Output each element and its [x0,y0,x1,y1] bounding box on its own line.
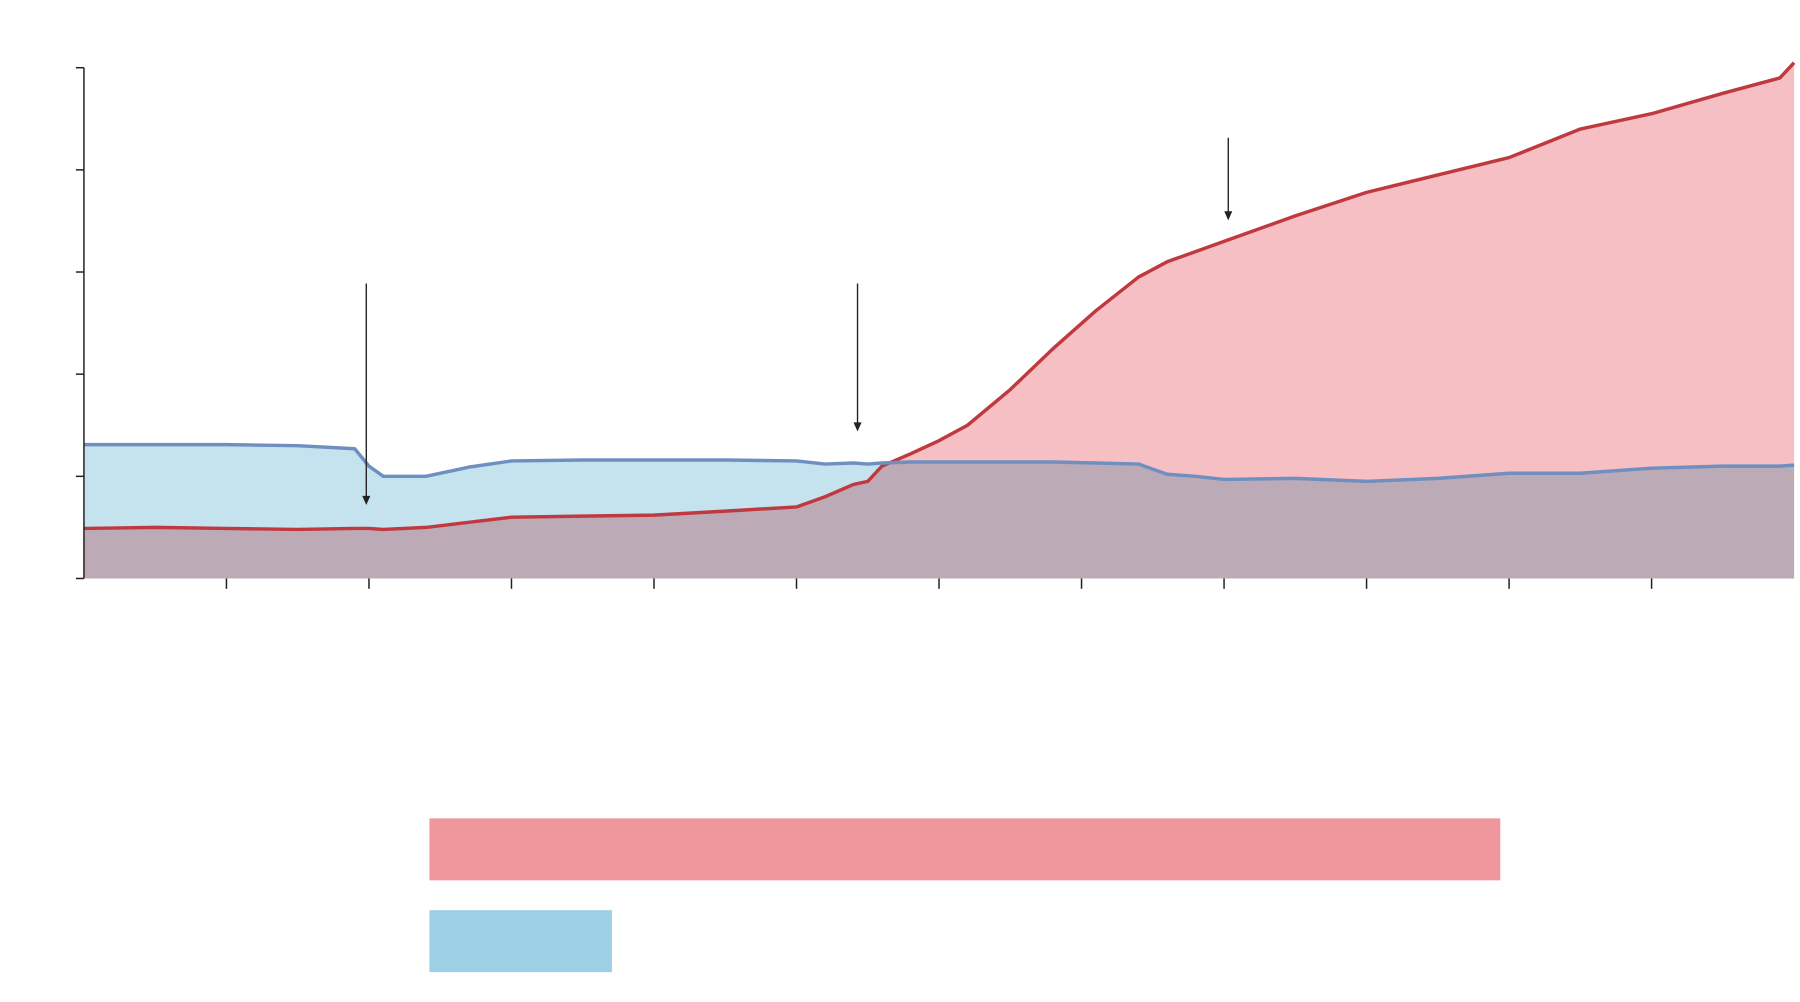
annotation-arrows [362,137,1233,506]
bar [429,818,1501,881]
lines [83,61,1796,532]
areas [83,62,1795,579]
area [83,62,1795,579]
bar [429,910,612,973]
area [83,444,1795,579]
arrow-head [362,495,371,506]
bars [429,818,1501,973]
line [83,61,1796,532]
arrow-head [1224,211,1233,221]
arrow-head [853,422,862,432]
line [83,442,1795,484]
axes [75,66,1653,589]
